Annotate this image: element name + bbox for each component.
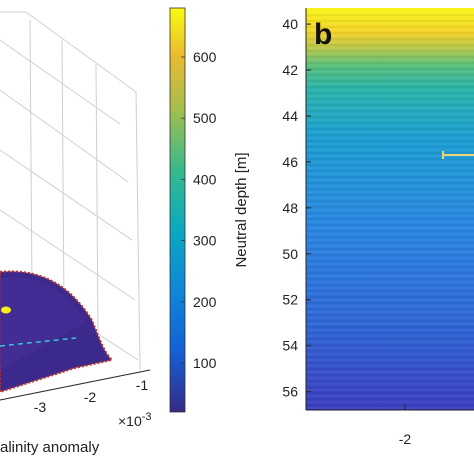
colorbar-ticks: 100 200 300 400 500 600 xyxy=(181,49,217,371)
surface-plot xyxy=(0,270,115,394)
panel-b-ytick-label: 56 xyxy=(282,384,298,400)
panel-a-xtick-1: -2 xyxy=(84,389,97,405)
panel-b-ytick-label: 54 xyxy=(282,338,298,354)
panel-b-xtick-label: -2 xyxy=(399,431,412,447)
panel-b-ytick-label: 40 xyxy=(282,16,298,32)
colorbar-tick-label: 500 xyxy=(193,110,217,126)
panel-a-xtick-0: -3 xyxy=(34,399,47,415)
colorbar-tick-label: 600 xyxy=(193,49,217,65)
dashed-line xyxy=(0,337,77,347)
panel-a-xtick-2: -1 xyxy=(136,377,149,393)
panel-b-streaks xyxy=(306,11,474,409)
colorbar-label: Neutral depth [m] xyxy=(233,152,250,267)
panel-b-ytick-label: 44 xyxy=(282,108,298,124)
panel-b-ytick-label: 52 xyxy=(282,292,298,308)
panel-b-ytick-label: 50 xyxy=(282,246,298,262)
errorbar xyxy=(442,151,474,160)
colorbar-tick-label: 400 xyxy=(193,171,217,187)
panel-a-xlabel: alinity anomaly xyxy=(0,439,100,456)
colorbar: 100 200 300 400 500 600 Neutral depth [m] xyxy=(169,7,250,413)
panel-b-letter: b xyxy=(314,18,332,51)
panel-b-x-ticks: -2 xyxy=(399,405,412,447)
surface-highlight-point xyxy=(1,306,11,314)
panel-b-y-ticks: 40 42 44 46 48 50 52 54 56 xyxy=(282,16,311,400)
panel-a-3d-axes: -3 -2 -1 ×10-3 alinity anomaly xyxy=(0,11,152,456)
panel-b-ytick-label: 48 xyxy=(282,200,298,216)
3d-axis-edges xyxy=(0,369,151,401)
colorbar-tick-label: 300 xyxy=(193,233,217,249)
colorbar-tick-label: 100 xyxy=(193,355,217,371)
panel-b-heatmap xyxy=(306,8,474,410)
panel-a-x-exponent: ×10-3 xyxy=(118,411,152,429)
colorbar-tick-label: 200 xyxy=(193,294,217,310)
panel-b-axes: 40 42 44 46 48 50 52 54 56 -2 b xyxy=(282,8,474,447)
panel-b-ytick-label: 46 xyxy=(282,154,298,170)
panel-b-ytick-label: 42 xyxy=(282,62,298,78)
